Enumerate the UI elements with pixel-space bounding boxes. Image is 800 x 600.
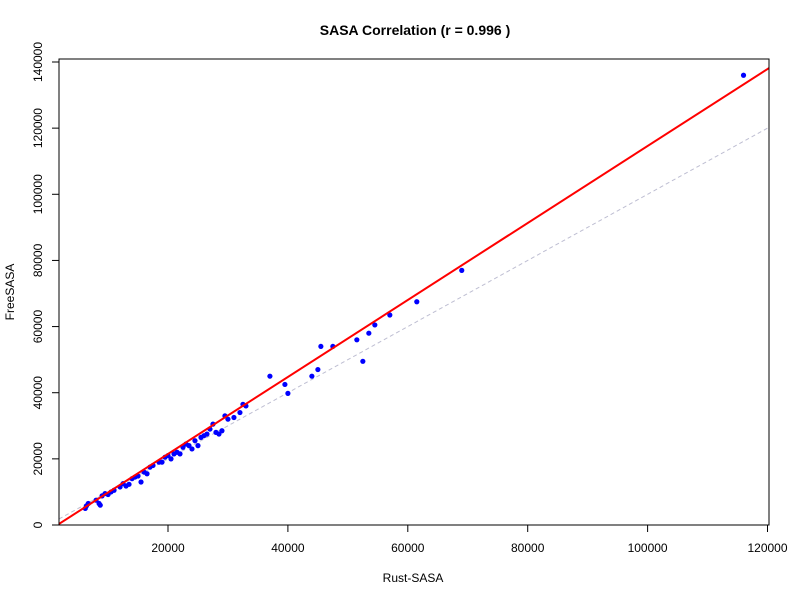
plot-frame: [58, 58, 770, 526]
data-point: [177, 451, 183, 457]
chart-title: SASA Correlation (r = 0.996 ): [320, 22, 510, 38]
x-tick-label: 80000: [511, 541, 545, 555]
data-point: [225, 416, 231, 422]
data-point: [315, 366, 321, 373]
data-point: [285, 390, 291, 396]
data-point: [216, 431, 222, 437]
data-point: [309, 373, 315, 379]
data-point: [189, 446, 195, 452]
data-point: [219, 428, 225, 434]
x-tick-label: 20000: [151, 541, 185, 555]
data-point: [360, 358, 366, 364]
data-point: [144, 471, 150, 477]
data-point: [459, 267, 465, 273]
y-tick-label: 120000: [31, 108, 45, 148]
data-point: [318, 343, 324, 350]
y-axis-label: FreeSASA: [3, 264, 17, 321]
data-point: [414, 299, 420, 305]
data-point: [282, 381, 288, 388]
y-tick-label: 140000: [31, 42, 45, 82]
data-point: [267, 373, 273, 379]
x-tick-label: 40000: [271, 541, 305, 555]
data-point: [138, 479, 144, 485]
y-tick-label: 40000: [31, 376, 45, 410]
x-tick-label: 60000: [391, 541, 425, 555]
data-point: [387, 312, 393, 318]
x-tick-label: 100000: [628, 541, 668, 555]
data-point: [186, 443, 192, 449]
data-point: [159, 459, 165, 465]
plot-area: [59, 67, 769, 525]
y-tick-label: 60000: [31, 310, 45, 344]
data-point: [195, 443, 201, 449]
x-axis-label: Rust-SASA: [383, 571, 444, 585]
data-point: [97, 502, 103, 508]
data-point: [366, 330, 372, 336]
y-tick-label: 80000: [31, 243, 45, 277]
data-point: [192, 438, 198, 444]
data-point: [231, 414, 237, 421]
regression-line: [59, 67, 769, 525]
data-point: [354, 337, 360, 343]
data-point: [740, 72, 747, 78]
data-point: [204, 431, 210, 437]
data-point: [126, 481, 132, 487]
y-tick-label: 100000: [31, 174, 45, 214]
y-tick-label: 0: [31, 521, 45, 528]
data-point: [168, 456, 174, 462]
data-point: [237, 409, 243, 416]
x-tick-label: 120000: [747, 541, 787, 555]
data-point: [372, 322, 378, 328]
y-tick-label: 20000: [31, 442, 45, 476]
